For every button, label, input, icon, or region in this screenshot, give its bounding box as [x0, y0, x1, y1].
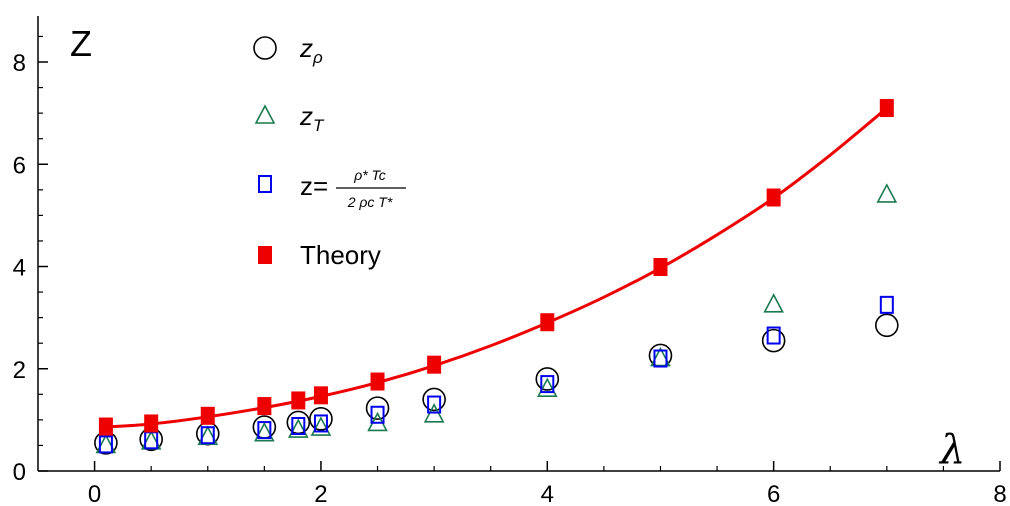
z-ratio-point [540, 375, 555, 394]
z-t-point [287, 418, 309, 438]
z-t-point [536, 377, 558, 398]
y-tick-label: 0 [13, 459, 26, 486]
theory-point [291, 391, 306, 410]
legend-label-theory: Theory [300, 240, 381, 270]
legend-marker-z-t [254, 104, 276, 124]
x-tick-label: 6 [767, 481, 780, 506]
y-tick-label: 2 [13, 357, 26, 384]
y-tick-label: 8 [13, 50, 26, 77]
data-marks [94, 99, 899, 455]
z-ratio-point [879, 295, 894, 314]
z-ratio-point [766, 326, 781, 345]
theory-point [653, 258, 668, 277]
x-tick-label: 0 [88, 481, 101, 506]
legend-label-z-t: zT [299, 101, 325, 135]
z-ratio-point [427, 395, 442, 414]
z-rho-point [309, 407, 333, 431]
z-t-point [763, 293, 784, 313]
y-tick-label: 4 [13, 255, 26, 282]
theory-point [257, 397, 272, 416]
z-t-point [254, 421, 275, 442]
theory-point [144, 414, 159, 433]
theory-point [98, 417, 113, 436]
z-ratio-point [370, 405, 385, 424]
z-rho-point [535, 367, 560, 391]
x-tick-label: 2 [314, 481, 327, 506]
z-ratio-point [98, 435, 113, 454]
z-rho-point [875, 313, 899, 338]
legend-label-z-ratio: z= [300, 171, 328, 201]
theory-fit-curve [105, 106, 888, 429]
z-ratio-point [257, 421, 272, 440]
z-rho-point [761, 328, 786, 353]
legend-fraction-numerator: ρ* Tc [353, 167, 386, 183]
legend-marker-z-rho [253, 36, 277, 60]
z-t-point [197, 425, 219, 446]
x-tick-label: 8 [993, 481, 1006, 506]
fit-curve-layer [105, 106, 888, 429]
theory-point [540, 313, 555, 332]
legend-fraction-denominator: 2 ρc T* [347, 194, 393, 210]
theory-point [313, 386, 328, 405]
ticks: 0 2 4 6 8 0 2 4 6 8 [13, 35, 1007, 506]
x-axis-label: λ [938, 427, 965, 473]
z-ratio-point [200, 426, 215, 445]
theory-point [200, 406, 215, 425]
z-rho-point [286, 410, 311, 435]
theory-point [879, 99, 894, 118]
z-ratio-point [313, 414, 328, 433]
legend-marker-z-ratio [258, 175, 272, 193]
legend: zρ zT z= ρ* Tc 2 ρc T* Theory [253, 33, 406, 270]
z-ratio-point [653, 349, 668, 368]
theory-point [370, 372, 385, 391]
y-axis-label: Z [70, 23, 92, 64]
legend-marker-theory [258, 246, 272, 264]
z-rho-point [422, 387, 446, 412]
z-rho-point [252, 415, 277, 439]
theory-point [766, 188, 781, 207]
z-t-point [876, 183, 898, 203]
theory-point [427, 355, 442, 374]
x-tick-label: 4 [541, 481, 554, 506]
z-rho-point [365, 396, 390, 420]
y-tick-label: 6 [13, 152, 26, 179]
z-ratio-point [291, 417, 306, 436]
legend-label-z-rho: zρ [299, 33, 323, 67]
z-t-point [310, 416, 332, 436]
axes [37, 16, 1000, 472]
